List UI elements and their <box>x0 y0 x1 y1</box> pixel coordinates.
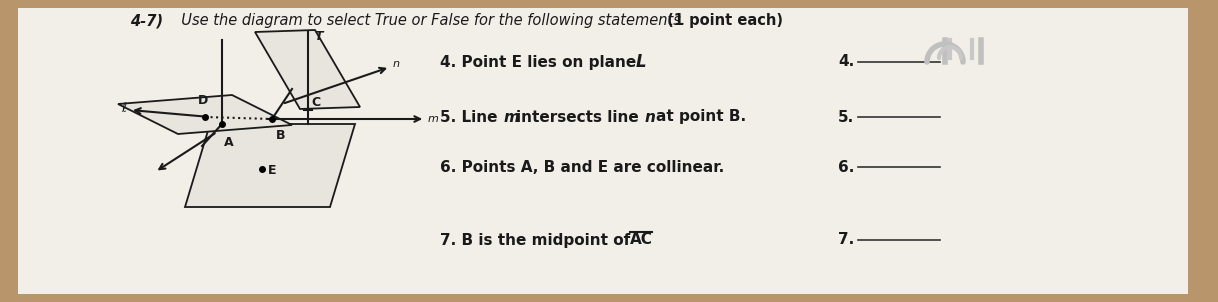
Text: E: E <box>268 165 276 178</box>
Text: at point B.: at point B. <box>657 110 747 124</box>
Text: 4.: 4. <box>838 54 854 69</box>
Text: 5.: 5. <box>838 110 854 124</box>
FancyBboxPatch shape <box>18 8 1188 294</box>
Text: 5. Line: 5. Line <box>440 110 503 124</box>
Text: AC: AC <box>630 233 653 248</box>
Text: A: A <box>224 136 234 149</box>
Text: Use the diagram to select True or False for the following statements.: Use the diagram to select True or False … <box>172 13 686 28</box>
Text: (1 point each): (1 point each) <box>663 13 783 28</box>
Text: m: m <box>428 114 438 124</box>
Polygon shape <box>118 95 292 134</box>
Text: T: T <box>314 30 323 43</box>
Text: C: C <box>311 96 320 109</box>
Text: B: B <box>276 129 285 142</box>
Text: 4-7): 4-7) <box>130 13 163 28</box>
Text: intersects line: intersects line <box>516 110 644 124</box>
Text: 7.: 7. <box>838 233 854 248</box>
Text: n: n <box>646 110 655 124</box>
Text: m: m <box>504 110 520 124</box>
Text: n: n <box>393 59 400 69</box>
Text: ℓ: ℓ <box>121 102 125 115</box>
Text: D: D <box>197 94 208 107</box>
Text: 6.: 6. <box>838 159 854 175</box>
Text: 4. Point E lies on plane: 4. Point E lies on plane <box>440 54 642 69</box>
Polygon shape <box>255 30 361 109</box>
Text: 6. Points A, B and E are collinear.: 6. Points A, B and E are collinear. <box>440 159 725 175</box>
Text: L: L <box>636 53 647 71</box>
Polygon shape <box>185 124 354 207</box>
Text: 7. B is the midpoint of: 7. B is the midpoint of <box>440 233 636 248</box>
